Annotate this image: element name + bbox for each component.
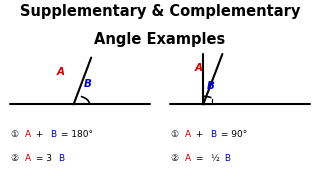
Text: +: +: [33, 130, 46, 139]
Text: B: B: [58, 154, 64, 163]
Text: B: B: [50, 130, 57, 139]
Text: =: =: [193, 154, 206, 163]
Text: A: A: [185, 130, 191, 139]
Text: A: A: [25, 154, 31, 163]
Text: = 180°: = 180°: [58, 130, 93, 139]
Text: A: A: [57, 67, 65, 77]
Text: Angle Examples: Angle Examples: [94, 32, 226, 47]
Text: ①: ①: [171, 130, 182, 139]
Text: +: +: [193, 130, 206, 139]
Text: A: A: [25, 130, 31, 139]
Text: B: B: [222, 154, 231, 163]
Text: ②: ②: [11, 154, 22, 163]
Text: ½: ½: [210, 154, 219, 163]
Text: ②: ②: [171, 154, 182, 163]
Text: B: B: [210, 130, 217, 139]
Text: A: A: [195, 63, 203, 73]
Text: B: B: [207, 81, 214, 91]
Text: = 90°: = 90°: [218, 130, 248, 139]
Text: A: A: [185, 154, 191, 163]
Text: = 3: = 3: [33, 154, 52, 163]
Text: B: B: [84, 79, 92, 89]
Text: ①: ①: [11, 130, 22, 139]
Text: Supplementary & Complementary: Supplementary & Complementary: [20, 4, 300, 19]
